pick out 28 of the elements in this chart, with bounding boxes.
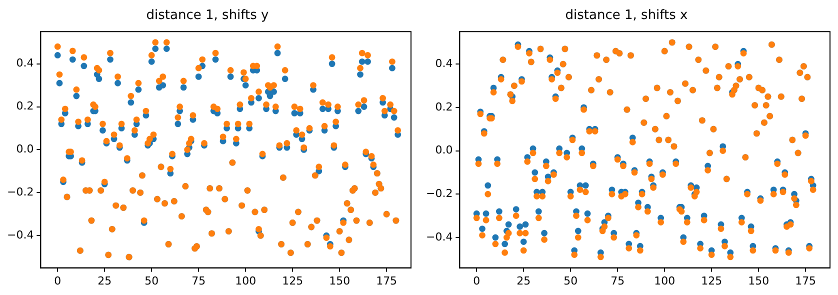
x-tick-label: 150 <box>748 274 770 288</box>
x-tick-label: 0 <box>473 274 480 288</box>
y-tick-label: 0.0 <box>435 144 453 157</box>
y-tick-label: 0.2 <box>435 100 453 114</box>
y-tick-label: 0.0 <box>16 142 34 156</box>
x-tick-label: 25 <box>516 274 531 288</box>
chart-title: distance 1, shifts y <box>146 8 270 24</box>
x-tick-label: 0 <box>54 274 62 288</box>
y-tick-label: −0.2 <box>426 186 453 200</box>
x-tick-label: 75 <box>192 274 206 288</box>
y-tick-label: −0.2 <box>6 186 34 199</box>
x-tick-label: 125 <box>701 274 722 288</box>
x-tick-label: 175 <box>795 274 816 288</box>
x-tick-label: 50 <box>144 274 159 288</box>
x-tick-label: 25 <box>98 274 112 288</box>
y-tick-label: 0.4 <box>435 56 453 70</box>
x-tick-label: 100 <box>235 274 256 288</box>
x-tick-label: 75 <box>610 274 625 288</box>
y-tick-label: −0.4 <box>6 228 34 242</box>
y-tick-label: 0.4 <box>16 56 34 70</box>
chart-title: distance 1, shifts x <box>565 8 688 24</box>
y-tick-label: −0.4 <box>426 230 453 244</box>
x-tick-label: 150 <box>329 274 350 288</box>
x-tick-label: 175 <box>376 274 398 288</box>
x-tick-label: 100 <box>654 274 676 288</box>
x-tick-label: 125 <box>282 274 304 288</box>
y-tick-label: 0.2 <box>16 100 34 113</box>
x-tick-label: 50 <box>564 274 578 288</box>
